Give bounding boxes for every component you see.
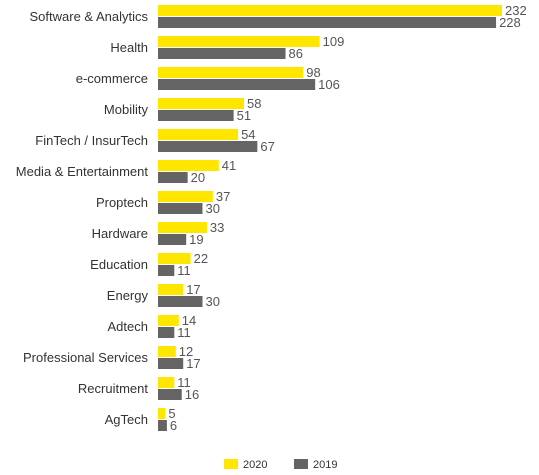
- bar-2019: [158, 172, 188, 183]
- category-label: Education: [90, 257, 148, 272]
- bar-2019: [158, 110, 234, 121]
- value-label-2019: 17: [186, 356, 200, 371]
- bar-2019: [158, 389, 182, 400]
- category-label: e-commerce: [76, 71, 148, 86]
- value-label-2019: 106: [318, 77, 340, 92]
- bar-2020: [158, 408, 166, 419]
- value-label-2019: 19: [189, 232, 203, 247]
- value-label-2020: 41: [222, 158, 236, 173]
- bar-2020: [158, 284, 184, 295]
- bar-2020: [158, 67, 304, 78]
- bar-2019: [158, 203, 203, 214]
- category-label: Hardware: [92, 226, 148, 241]
- category-label: Recruitment: [78, 381, 148, 396]
- category-label: Media & Entertainment: [16, 164, 149, 179]
- value-label-2020: 232: [505, 3, 527, 18]
- value-label-2020: 22: [194, 251, 208, 266]
- bar-2020: [158, 98, 244, 109]
- value-label-2020: 14: [182, 313, 196, 328]
- bar-2020: [158, 129, 239, 140]
- bar-2020: [158, 191, 213, 202]
- value-label-2019: 51: [237, 108, 251, 123]
- value-label-2020: 5: [168, 406, 175, 421]
- value-label-2019: 20: [191, 170, 205, 185]
- value-label-2019: 16: [185, 387, 199, 402]
- bar-2019: [158, 17, 497, 28]
- value-label-2020: 11: [177, 375, 191, 390]
- category-label: FinTech / InsurTech: [35, 133, 148, 148]
- value-label-2019: 30: [205, 201, 219, 216]
- bar-2020: [158, 346, 176, 357]
- category-label: AgTech: [105, 412, 148, 427]
- value-label-2019: 67: [260, 139, 274, 154]
- category-label: Health: [110, 40, 148, 55]
- value-label-2019: 6: [170, 418, 177, 433]
- value-label-2019: 30: [205, 294, 219, 309]
- category-label: Proptech: [96, 195, 148, 210]
- value-label-2020: 12: [179, 344, 193, 359]
- bar-2019: [158, 265, 175, 276]
- legend-swatch-2019: [294, 459, 308, 469]
- value-label-2019: 11: [177, 325, 191, 340]
- bar-2019: [158, 79, 316, 90]
- bar-2019: [158, 48, 286, 59]
- category-label: Professional Services: [23, 350, 148, 365]
- bar-2019: [158, 358, 184, 369]
- bar-2020: [158, 377, 175, 388]
- bar-2020: [158, 222, 207, 233]
- bar-2020: [158, 315, 179, 326]
- bar-2020: [158, 36, 320, 47]
- bar-2020: [158, 5, 502, 16]
- category-label: Adtech: [108, 319, 148, 334]
- bar-2019: [158, 234, 187, 245]
- bars-layer: [158, 5, 502, 431]
- legend-swatch-2020: [224, 459, 238, 469]
- value-label-2019: 228: [499, 15, 521, 30]
- legend-label-2019: 2019: [313, 459, 337, 471]
- category-label: Mobility: [104, 102, 149, 117]
- category-label: Software & Analytics: [30, 9, 149, 24]
- bar-2019: [158, 420, 167, 431]
- category-label: Energy: [107, 288, 149, 303]
- value-label-2020: 54: [241, 127, 255, 142]
- bar-2019: [158, 141, 258, 152]
- value-label-2020: 58: [247, 96, 261, 111]
- value-label-2020: 37: [216, 189, 230, 204]
- bar-2019: [158, 327, 175, 338]
- value-label-2019: 11: [177, 263, 191, 278]
- value-label-2020: 109: [323, 34, 345, 49]
- value-label-2019: 86: [289, 46, 303, 61]
- legend-label-2020: 2020: [243, 459, 267, 471]
- value-label-2020: 98: [306, 65, 320, 80]
- value-label-2020: 17: [186, 282, 200, 297]
- bar-2020: [158, 253, 191, 264]
- value-label-2020: 33: [210, 220, 224, 235]
- bar-2020: [158, 160, 219, 171]
- bar-2019: [158, 296, 203, 307]
- legend: 2020 2019: [224, 459, 337, 471]
